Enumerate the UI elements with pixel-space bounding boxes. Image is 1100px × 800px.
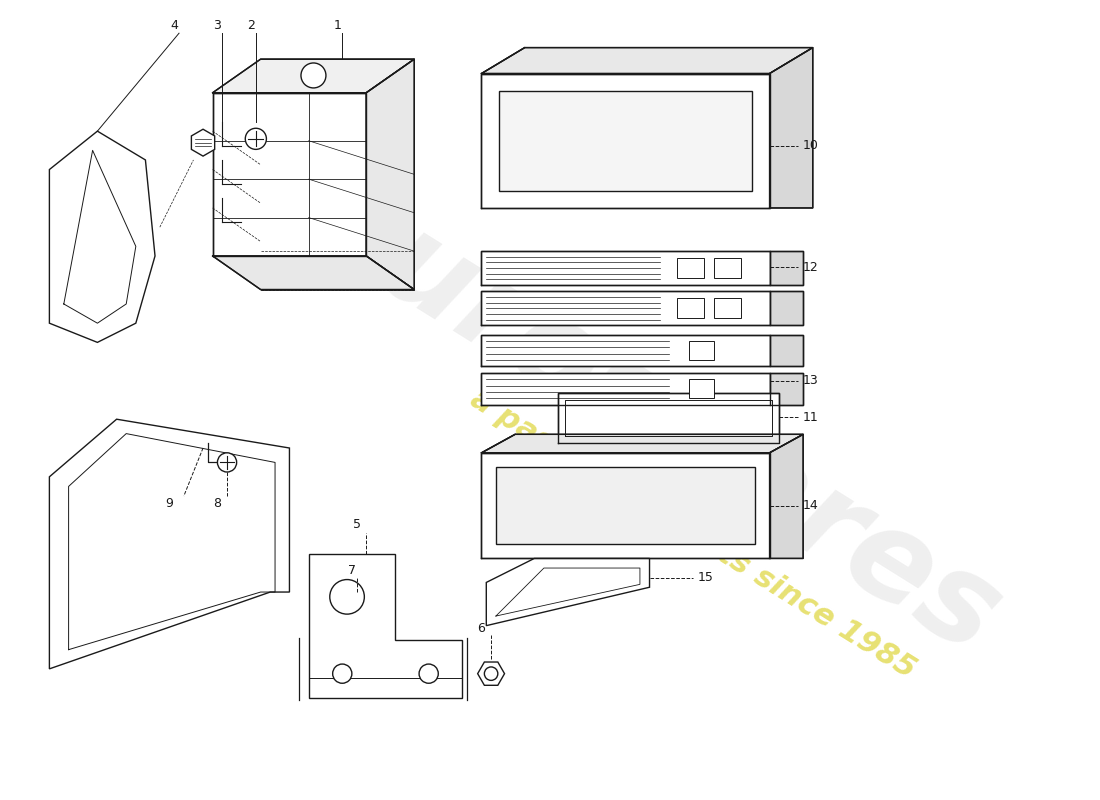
Circle shape	[419, 664, 438, 683]
Text: a passion for parts since 1985: a passion for parts since 1985	[465, 385, 921, 684]
Circle shape	[332, 664, 352, 683]
Bar	[689, 341, 714, 360]
Polygon shape	[486, 558, 649, 626]
Polygon shape	[770, 373, 803, 405]
Bar	[678, 258, 704, 278]
Polygon shape	[482, 373, 770, 405]
Text: 14: 14	[803, 499, 818, 512]
Polygon shape	[559, 394, 779, 443]
Polygon shape	[50, 419, 289, 669]
Polygon shape	[770, 334, 803, 366]
Polygon shape	[770, 251, 803, 285]
Polygon shape	[191, 130, 214, 156]
Text: 7: 7	[348, 565, 356, 578]
Text: 12: 12	[803, 261, 818, 274]
Polygon shape	[482, 291, 770, 325]
Text: 11: 11	[803, 410, 818, 424]
Text: eurospares: eurospares	[287, 158, 1022, 680]
Polygon shape	[482, 434, 803, 453]
Circle shape	[330, 579, 364, 614]
Polygon shape	[770, 291, 803, 325]
Text: 2: 2	[248, 19, 255, 32]
Text: 4: 4	[170, 19, 178, 32]
Polygon shape	[212, 93, 366, 256]
Text: 10: 10	[803, 139, 820, 152]
Polygon shape	[770, 48, 813, 208]
Polygon shape	[50, 131, 155, 342]
Circle shape	[301, 63, 326, 88]
Polygon shape	[212, 59, 415, 93]
Polygon shape	[482, 251, 770, 285]
Text: 8: 8	[213, 498, 221, 510]
Bar	[714, 298, 740, 318]
Text: 6: 6	[477, 622, 485, 635]
Polygon shape	[482, 453, 770, 558]
Polygon shape	[496, 467, 756, 544]
Text: 9: 9	[165, 498, 174, 510]
Polygon shape	[477, 662, 505, 686]
Text: 5: 5	[353, 518, 361, 531]
Text: 15: 15	[697, 571, 714, 584]
Polygon shape	[482, 48, 813, 74]
Polygon shape	[498, 91, 752, 190]
Circle shape	[245, 128, 266, 150]
Polygon shape	[366, 59, 415, 290]
Polygon shape	[482, 334, 770, 366]
Circle shape	[484, 667, 498, 680]
Text: 13: 13	[803, 374, 818, 387]
Bar	[714, 258, 740, 278]
Text: 1: 1	[333, 19, 341, 32]
Bar	[678, 298, 704, 318]
Polygon shape	[482, 74, 770, 208]
Circle shape	[218, 453, 236, 472]
Polygon shape	[770, 434, 803, 558]
Polygon shape	[309, 554, 462, 698]
Polygon shape	[212, 256, 415, 290]
Text: 3: 3	[213, 19, 221, 32]
Bar	[689, 379, 714, 398]
